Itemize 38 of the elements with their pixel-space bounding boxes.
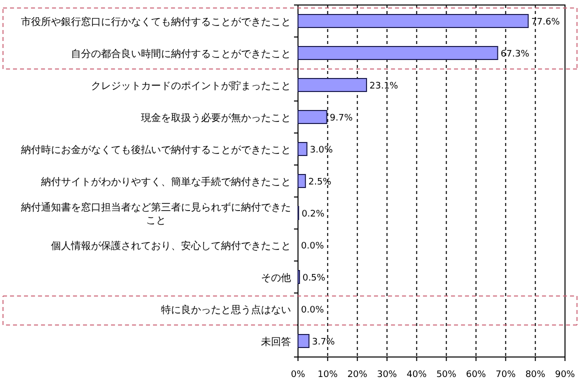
data-label: 0.0%	[301, 306, 324, 316]
y-tick-label: 個人情報が保護されており、安心して納付できたこと	[51, 240, 291, 252]
y-tick-label: 未回答	[261, 336, 291, 348]
y-tick-label: 納付時にお金がなくても後払いで納付することができたこと	[21, 144, 291, 156]
bar	[298, 110, 328, 124]
data-label: 0.0%	[301, 242, 324, 252]
data-label: 0.2%	[302, 210, 325, 220]
y-tick-label: 納付通知書を窓口担当者など第三者に見られずに納付できたこと	[21, 202, 291, 226]
bar	[298, 78, 368, 92]
x-tick-label: 60%	[466, 370, 486, 380]
bar	[298, 142, 308, 156]
x-tick-label: 10%	[318, 370, 338, 380]
x-tick-label: 40%	[406, 370, 428, 380]
x-tick-label: 50%	[436, 370, 457, 380]
data-label: 0.5%	[302, 274, 326, 284]
y-tick-label: 現金を取扱う必要が無かったこと	[141, 112, 291, 124]
y-tick-label: その他	[261, 272, 291, 284]
bar	[298, 174, 306, 188]
y-tick-label: 自分の都合良い時間に納付することができたこと	[71, 48, 291, 60]
x-tick-label: 80%	[525, 370, 546, 380]
y-tick-label: 納付サイトがわかりやすく、簡単な手続で納付きたこと	[41, 176, 291, 188]
bar	[298, 14, 529, 28]
x-tick-label: 0%	[290, 370, 306, 380]
x-tick-label: 30%	[376, 370, 398, 380]
data-label: 77.6%	[531, 18, 560, 28]
y-tick-label: 市役所や銀行窓口に行かなくても納付することができたこと	[21, 16, 291, 28]
data-label: 3.7%	[312, 338, 336, 348]
bar	[298, 334, 310, 348]
data-label: 9.7%	[330, 114, 354, 124]
bar	[298, 46, 498, 60]
x-tick-label: 70%	[496, 370, 516, 380]
x-tick-label: 90%	[554, 370, 576, 380]
data-label: 3.0%	[310, 146, 334, 156]
x-tick-label: 20%	[347, 370, 368, 380]
data-label: 2.5%	[308, 178, 332, 188]
data-label: 67.3%	[500, 50, 530, 60]
y-tick-label: 特に良かったと思う点はない	[161, 304, 291, 316]
y-tick-label: クレジットカードのポイントが貯まったこと	[91, 80, 291, 92]
